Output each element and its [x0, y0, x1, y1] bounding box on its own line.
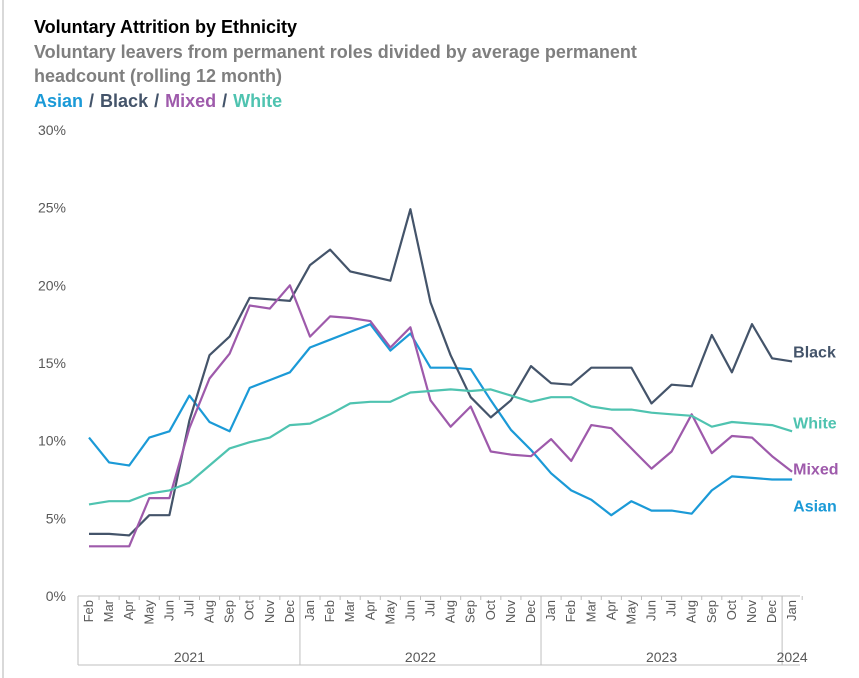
x-tick-label: Mar — [583, 599, 598, 622]
y-tick-label: 0% — [46, 588, 66, 604]
y-tick-label: 30% — [38, 122, 66, 138]
x-tick-label: Nov — [744, 600, 759, 624]
x-tick-label: May — [141, 600, 156, 625]
x-tick-label: Jan — [784, 600, 799, 621]
x-tick-label: Oct — [483, 600, 498, 621]
x-tick-label: Feb — [81, 600, 96, 622]
group-label: 2022 — [405, 649, 436, 665]
series-line — [88, 388, 793, 506]
x-tick-label: Aug — [684, 600, 699, 623]
x-tick-label: Dec — [764, 600, 779, 624]
legend-separator: / — [89, 91, 94, 111]
legend-entry: Asian — [34, 91, 83, 111]
x-tick-label: Aug — [443, 600, 458, 623]
x-tick-label: Jun — [644, 600, 659, 621]
x-tick-label: May — [623, 600, 638, 625]
x-tick-label: Apr — [603, 599, 618, 620]
chart-title: Voluntary Attrition by Ethnicity — [34, 17, 297, 37]
x-tick-label: Nov — [262, 600, 277, 624]
y-tick-label: 25% — [38, 200, 66, 216]
series-end-label: Mixed — [793, 462, 838, 479]
x-tick-label: Apr — [362, 599, 377, 620]
chart-subtitle: headcount (rolling 12 month) — [34, 66, 282, 86]
x-tick-label: Feb — [563, 600, 578, 622]
legend-separator: / — [154, 91, 159, 111]
x-tick-label: Dec — [523, 600, 538, 624]
legend-entry: White — [233, 91, 282, 111]
chart-subtitle: Voluntary leavers from permanent roles d… — [34, 42, 637, 62]
series-line — [89, 284, 793, 548]
y-tick-label: 10% — [38, 433, 66, 449]
x-tick-label: Mar — [342, 599, 357, 622]
x-tick-label: Jun — [161, 600, 176, 621]
y-tick-label: 20% — [38, 277, 66, 293]
group-label: 2023 — [646, 649, 677, 665]
x-tick-label: Sep — [704, 600, 719, 623]
y-tick-label: 15% — [38, 355, 66, 371]
x-tick-label: Jun — [402, 600, 417, 621]
series-end-label: Asian — [793, 499, 837, 516]
x-tick-label: Oct — [724, 600, 739, 621]
x-tick-label: Jan — [543, 600, 558, 621]
x-tick-label: Jul — [181, 600, 196, 617]
x-tick-label: Feb — [322, 600, 337, 622]
x-tick-label: Jul — [664, 600, 679, 617]
legend-separator: / — [222, 91, 227, 111]
x-tick-label: Apr — [121, 599, 136, 620]
series-end-label: Black — [793, 344, 836, 361]
x-tick-label: Oct — [242, 600, 257, 621]
x-tick-label: Sep — [222, 600, 237, 623]
series-line — [89, 208, 793, 537]
x-tick-label: Dec — [282, 600, 297, 624]
x-tick-label: Nov — [503, 600, 518, 624]
x-tick-label: Aug — [202, 600, 217, 623]
series-end-label: White — [793, 415, 837, 432]
group-label: 2024 — [777, 649, 808, 665]
group-label: 2021 — [174, 649, 205, 665]
series-line — [88, 323, 793, 517]
y-tick-label: 5% — [46, 510, 66, 526]
legend: Asian / Black / Mixed / White — [34, 91, 282, 111]
x-tick-label: May — [382, 600, 397, 625]
x-tick-label: Jan — [302, 600, 317, 621]
legend-entry: Black — [100, 91, 149, 111]
x-tick-label: Jul — [423, 600, 438, 617]
x-tick-label: Sep — [463, 600, 478, 623]
legend-entry: Mixed — [165, 91, 216, 111]
x-tick-label: Mar — [101, 599, 116, 622]
